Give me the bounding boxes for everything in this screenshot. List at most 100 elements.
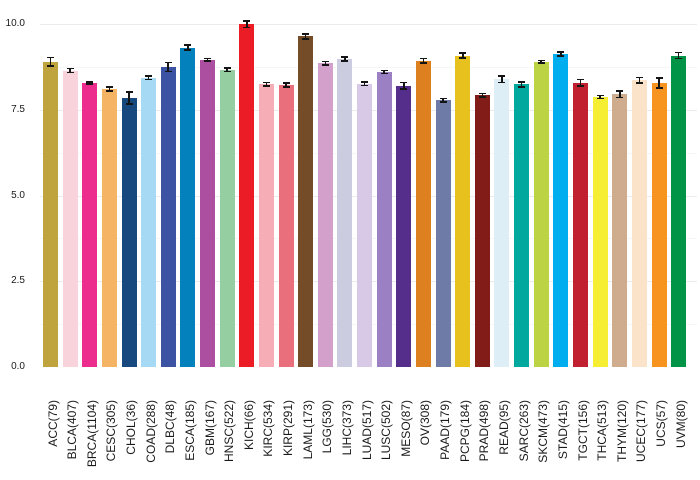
- x-tick-label-dlbc: DLBC(48): [163, 400, 178, 454]
- error-bar-line-skcm: [540, 60, 543, 64]
- x-tick-label-ucs: UCS(57): [654, 400, 669, 447]
- error-bar-cap-bottom-sarc: [518, 85, 526, 88]
- error-bar-cap-top-kich: [243, 20, 251, 23]
- error-bar-cap-top-kirc: [262, 81, 270, 84]
- x-tick-label-cesc: CESC(305): [104, 400, 119, 462]
- error-bar-line-sarc: [520, 81, 523, 87]
- error-bar-line-gbm: [206, 58, 209, 62]
- error-bar-line-acc: [49, 57, 52, 66]
- error-bar-line-thca: [599, 95, 601, 99]
- error-bar-cap-top-ov: [419, 57, 427, 60]
- error-bar-cap-top-stad: [557, 51, 565, 53]
- error-bar-line-lihc: [344, 56, 346, 62]
- error-bar-cap-bottom-ucs: [655, 87, 663, 89]
- error-bar-line-lgg: [324, 61, 327, 65]
- error-bar-cap-bottom-skcm: [537, 62, 545, 64]
- bar-blca: [62, 70, 78, 367]
- bar-gbm: [200, 59, 216, 367]
- bar-chol: [121, 98, 137, 367]
- error-bar-cap-top-thca: [596, 94, 604, 97]
- error-bar-cap-top-uvm: [675, 51, 683, 54]
- error-bar-cap-bottom-kirp: [282, 86, 290, 88]
- error-bar-cap-top-sarc: [518, 81, 526, 83]
- error-bar-cap-bottom-esca: [184, 49, 192, 51]
- error-bar-line-stad: [560, 52, 562, 57]
- error-bar-line-thym: [618, 91, 621, 98]
- x-tick-label-blca: BLCA(407): [65, 400, 80, 460]
- error-bar-cap-bottom-blca: [66, 71, 74, 74]
- error-bar-cap-top-prad: [478, 92, 486, 95]
- x-tick-label-tgct: TGCT(156): [575, 400, 590, 461]
- error-bar-cap-bottom-kich: [243, 26, 251, 29]
- bar-prad: [474, 95, 490, 367]
- error-bar-cap-bottom-coad: [145, 78, 153, 81]
- bar-lihc: [337, 58, 353, 367]
- x-tick-label-luad: LUAD(517): [359, 400, 374, 461]
- error-bar-cap-bottom-lihc: [341, 60, 349, 62]
- error-bar-line-ucs: [658, 77, 660, 89]
- error-bar-line-tgct: [579, 79, 582, 86]
- bar-hnsc: [219, 69, 235, 367]
- bar-brca: [82, 82, 98, 367]
- error-bar-cap-bottom-cesc: [105, 90, 113, 93]
- error-bar-line-blca: [69, 68, 71, 73]
- x-tick-label-lihc: LIHC(373): [339, 400, 354, 456]
- error-bar-line-hnsc: [226, 68, 228, 72]
- x-tick-label-stad: STAD(415): [555, 400, 570, 460]
- x-tick-label-pcpg: PCPG(184): [457, 400, 472, 463]
- error-bar-cap-bottom-gbm: [204, 60, 212, 62]
- error-bar-cap-top-tgct: [577, 78, 584, 81]
- bar-lgg: [317, 63, 333, 367]
- error-bar-line-kirc: [265, 82, 268, 87]
- bar-meso: [396, 85, 412, 367]
- x-tick-label-laml: LAML(173): [300, 400, 315, 460]
- x-tick-label-coad: COAD(288): [143, 400, 158, 463]
- error-bar-cap-top-thym: [616, 90, 624, 93]
- error-bar-line-esca: [187, 45, 189, 51]
- x-tick-label-kich: KICH(66): [241, 400, 256, 451]
- x-tick-label-thca: THCA(513): [595, 400, 610, 461]
- error-bar-cap-bottom-read: [498, 81, 506, 84]
- error-bar-cap-top-gbm: [204, 57, 212, 60]
- bar-laml: [298, 36, 314, 367]
- y-tick-label: 5.0: [11, 189, 25, 201]
- bar-lusc: [376, 72, 392, 367]
- error-bar-cap-top-kirp: [282, 82, 290, 84]
- error-bar-cap-bottom-luad: [361, 84, 369, 87]
- error-bar-cap-bottom-brca: [86, 83, 94, 85]
- x-tick-label-prad: PRAD(498): [477, 400, 492, 462]
- error-bar-cap-bottom-lgg: [321, 64, 329, 66]
- error-bar-line-pcpg: [461, 53, 464, 58]
- x-tick-label-thym: THYM(120): [614, 400, 629, 463]
- bar-luad: [357, 83, 373, 367]
- error-bar-cap-top-laml: [302, 33, 310, 35]
- error-bar-cap-top-lgg: [321, 60, 329, 63]
- error-bar-cap-bottom-thym: [616, 96, 624, 99]
- error-bar-cap-bottom-kirc: [262, 85, 270, 87]
- error-bar-cap-bottom-chol: [125, 103, 133, 105]
- bar-thca: [592, 97, 608, 367]
- error-bar-line-cesc: [108, 87, 111, 92]
- x-tick-label-acc: ACC(79): [45, 400, 60, 447]
- x-tick-label-ucec: UCEC(177): [634, 400, 649, 463]
- error-bar-line-coad: [147, 76, 150, 80]
- error-bar-line-uvm: [677, 52, 680, 59]
- error-bar-cap-top-dlbc: [164, 61, 172, 64]
- error-bar-line-luad: [363, 81, 366, 86]
- bar-kirp: [278, 85, 294, 367]
- x-tick-label-hnsc: HNSC(522): [222, 400, 237, 463]
- error-bar-line-kirp: [285, 82, 287, 88]
- error-bar-cap-bottom-pcpg: [459, 57, 467, 59]
- error-bar-cap-top-coad: [145, 75, 153, 77]
- x-tick-label-uvm: UVM(80): [673, 400, 688, 449]
- x-tick-label-chol: CHOL(36): [124, 400, 139, 455]
- bar-dlbc: [160, 66, 176, 367]
- error-bar-cap-bottom-ucec: [635, 82, 643, 84]
- error-bar-cap-bottom-stad: [557, 55, 565, 58]
- error-bar-cap-bottom-uvm: [675, 57, 683, 60]
- bar-pcpg: [455, 55, 471, 367]
- error-bar-cap-top-lusc: [380, 69, 388, 72]
